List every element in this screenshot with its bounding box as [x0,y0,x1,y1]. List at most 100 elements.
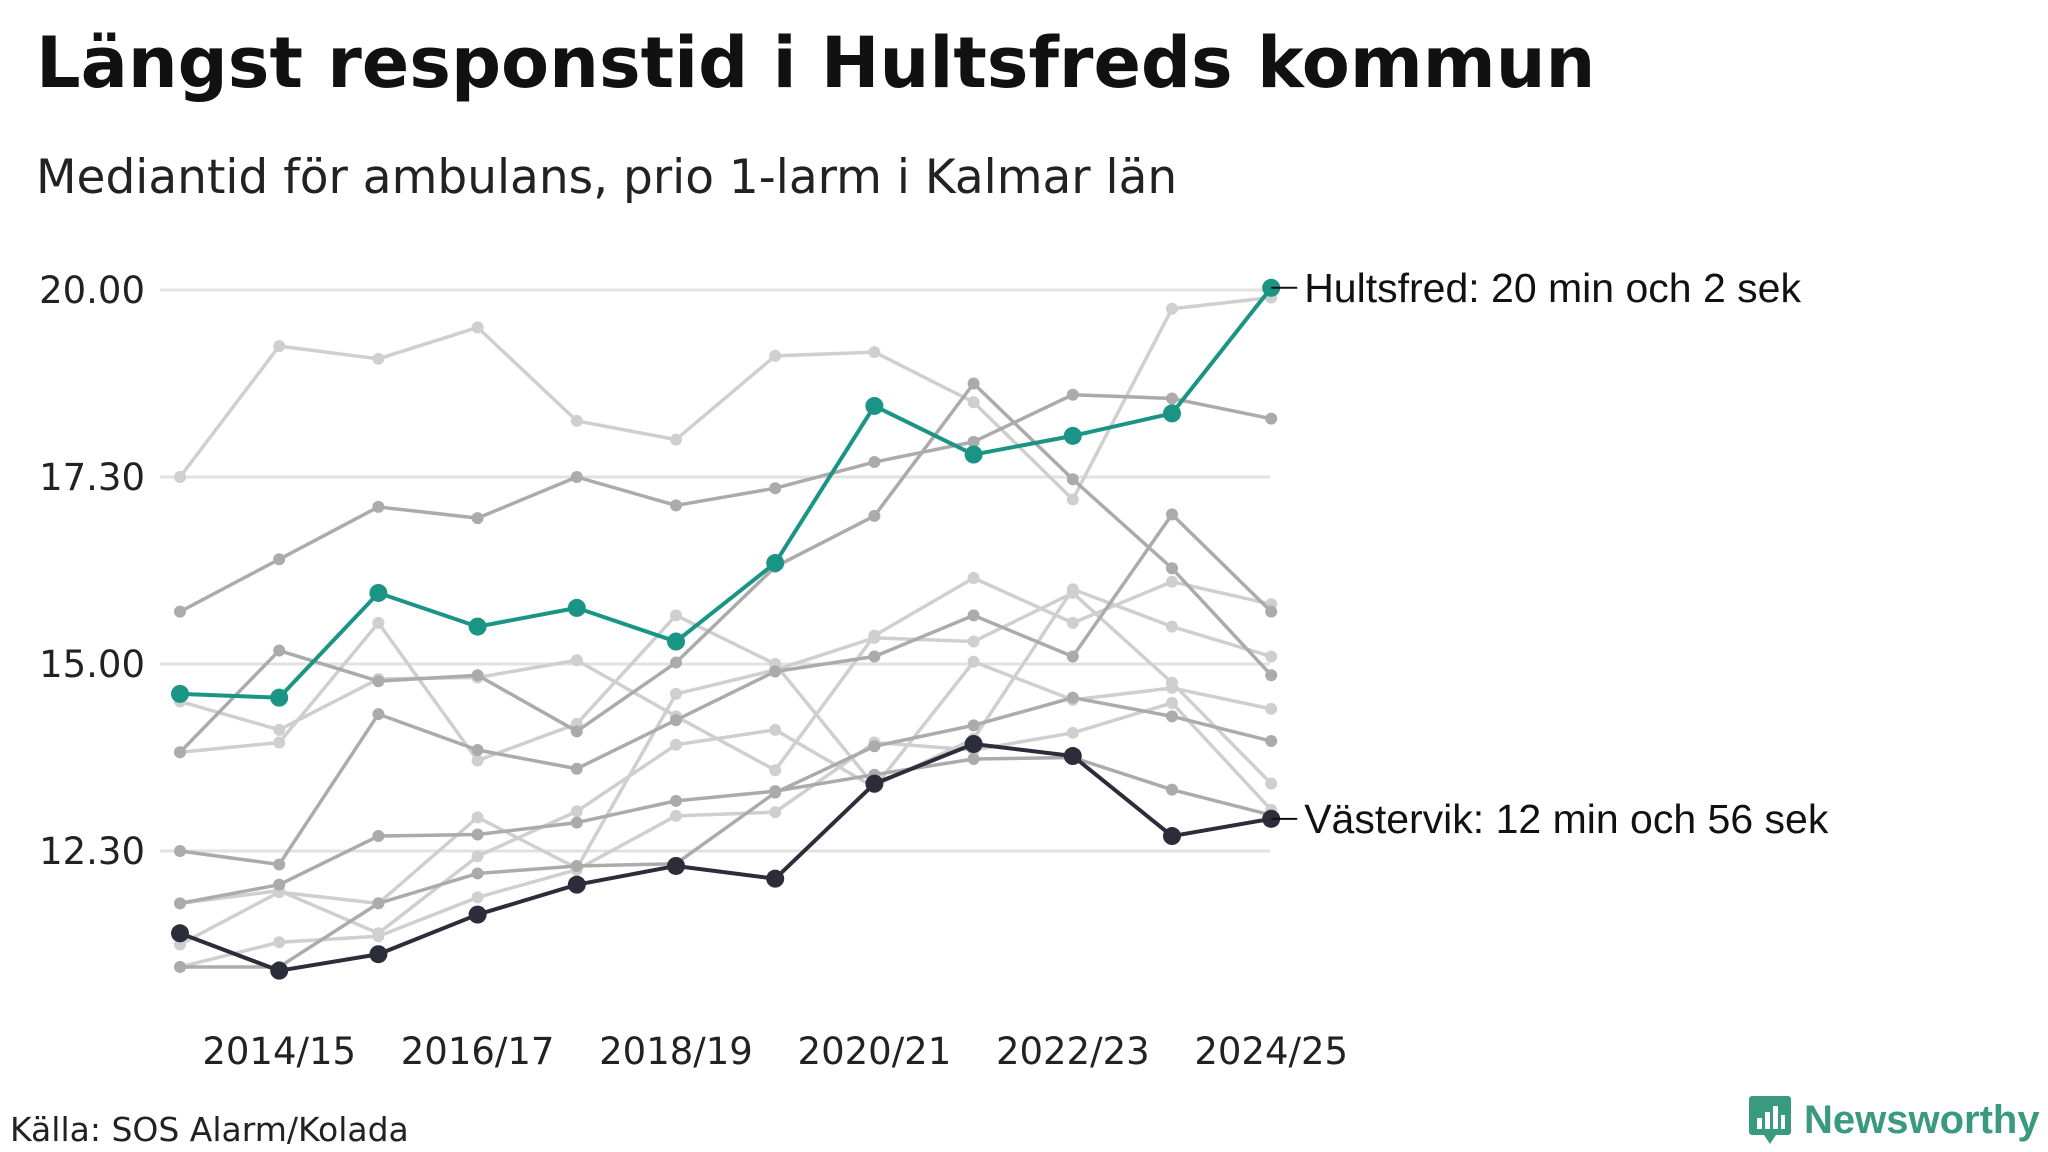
data-point [1066,726,1079,739]
data-point [1166,575,1178,588]
data-point [769,349,782,362]
series-line [178,755,1273,906]
data-point [769,723,782,736]
x-tick-label: 2018/19 [599,1030,753,1073]
data-point [967,655,980,668]
data-point [967,635,980,648]
series-västervik [171,735,1281,980]
data-point [868,650,881,663]
series-end-label: Västervik: 12 min och 56 sek [1304,796,1829,842]
end-labels: Västervik: 12 min och 56 sek Hultsfred: 2… [1271,265,1829,842]
data-point [270,688,289,707]
series-line [178,512,1273,867]
series-kommun-c [174,377,1278,759]
data-point [273,644,286,657]
data-point [570,654,583,667]
data-point [372,500,385,513]
data-point [471,321,484,334]
data-point [868,346,881,359]
data-point [1166,302,1178,315]
data-point [273,736,286,749]
data-point [372,616,385,629]
x-tick-label: 2014/15 [202,1030,356,1073]
data-point [273,340,286,353]
data-point [868,509,881,522]
data-point [471,850,484,863]
y-axis: 12.30 15.00 17.30 20.00 [39,269,145,873]
series-hultsfred [171,278,1281,707]
data-point [369,945,388,964]
y-tick-label: 20.00 [39,269,145,312]
data-point [471,811,484,824]
data-point [1265,650,1278,663]
data-point [865,774,884,793]
data-point [967,396,980,409]
data-point [766,554,785,573]
data-point [1265,777,1278,790]
series-group [171,278,1281,980]
data-point [1166,681,1178,694]
data-point [468,905,487,924]
data-point [1265,702,1278,715]
series-line [178,701,1273,969]
data-point [1166,783,1178,796]
data-point [372,830,385,843]
data-point [570,725,583,738]
data-point [372,930,385,943]
data-point [171,684,189,703]
data-point [769,786,782,799]
data-point [171,924,189,943]
data-point [174,960,186,973]
data-point [270,961,289,980]
data-point [1066,388,1079,401]
data-point [967,435,980,448]
series-kommun-k [174,691,1278,973]
x-axis: 2014/15 2016/17 2018/19 2020/21 2022/23 2024/… [202,1030,1348,1073]
data-point [372,897,385,910]
data-point [670,656,682,669]
data-point [1265,605,1278,618]
data-point [372,675,385,688]
data-point [1166,392,1178,405]
data-point [1265,669,1278,682]
data-point [369,583,388,602]
data-point [174,845,186,857]
series-line [178,381,1273,755]
data-point [1066,493,1079,506]
data-point [769,764,782,777]
data-point [567,875,586,894]
data-point [1166,710,1178,723]
series-kommun-b [174,388,1278,618]
series-line [178,742,1274,973]
data-point [570,816,583,829]
data-point [1265,735,1278,748]
data-point [766,869,785,888]
series-line [178,695,1273,969]
chart-title: Längst responstid i Hultsfreds kommun [36,22,1596,104]
data-point [1166,508,1178,521]
x-tick-label: 2020/21 [798,1030,952,1073]
data-point [471,669,484,682]
data-point [868,740,881,753]
data-point [670,714,682,727]
data-point [670,499,682,512]
data-point [769,482,782,495]
data-point [670,433,682,446]
data-point [967,377,980,390]
data-point [471,744,484,757]
y-tick-label: 17.30 [39,456,145,499]
data-point [967,609,980,622]
data-point [967,571,980,584]
data-point [471,512,484,525]
x-tick-label: 2024/25 [1194,1030,1348,1073]
data-point [273,936,286,949]
data-point [670,738,682,751]
data-point [769,665,782,678]
data-point [1166,562,1178,575]
data-point [1163,827,1181,846]
data-point [471,828,484,841]
data-point [868,631,881,644]
data-point [967,719,980,732]
data-point [967,752,980,765]
